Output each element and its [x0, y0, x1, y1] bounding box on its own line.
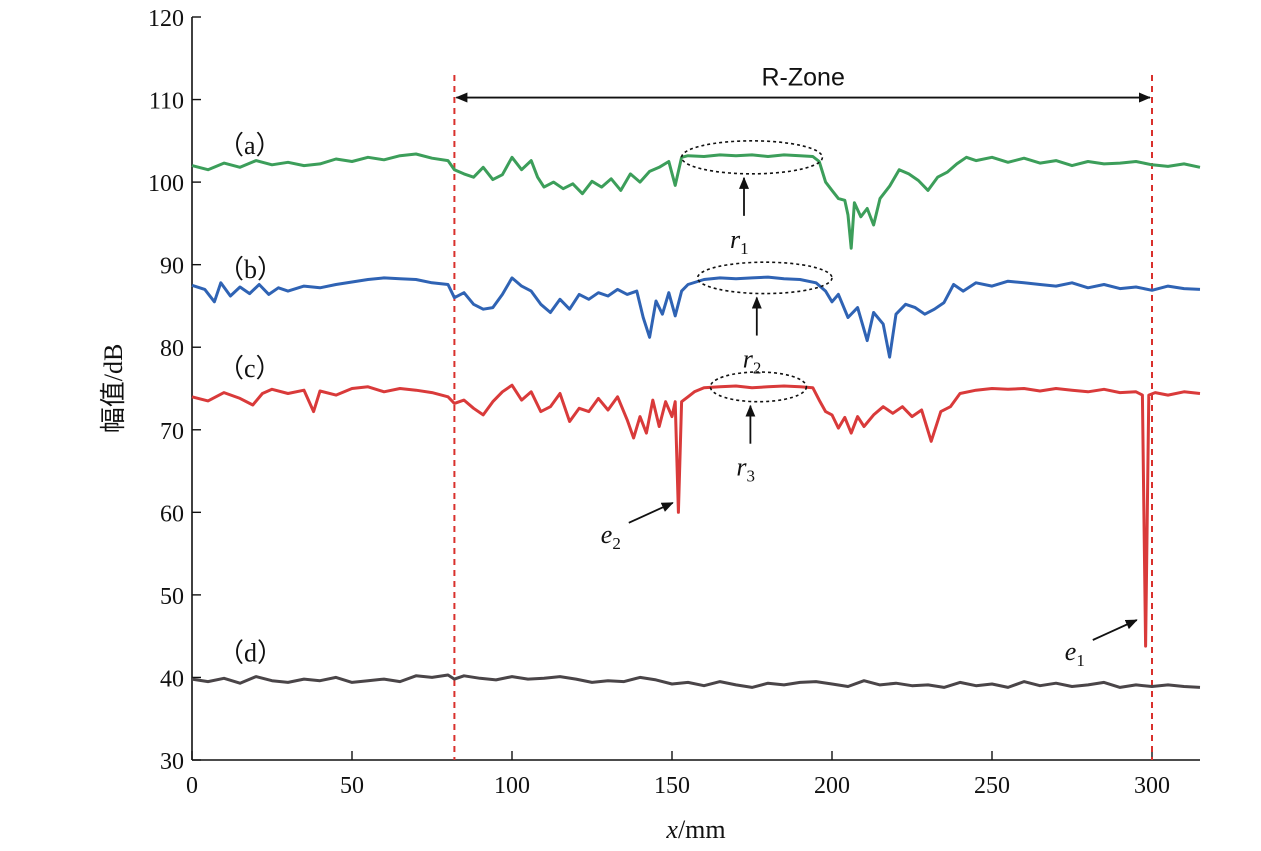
y-tick-label: 50 — [160, 584, 184, 610]
y-tick-label: 60 — [160, 501, 184, 527]
label-r3: r3 — [736, 453, 755, 486]
label-r-subscript: 3 — [747, 467, 756, 486]
y-tick-label: 80 — [160, 336, 184, 362]
x-tick-label: 150 — [654, 773, 690, 799]
r-zone-label: R-Zone — [762, 64, 845, 92]
arrow-e2 — [628, 501, 674, 524]
series-line-3 — [191, 383, 1201, 648]
panel-label: （a） — [218, 131, 282, 160]
x-tick-label: 0 — [186, 773, 198, 799]
label-r-subscript: 1 — [740, 239, 749, 258]
ellipse-r1 — [680, 140, 824, 175]
y-tick-label: 120 — [148, 6, 184, 32]
arrow-e1 — [1092, 619, 1138, 641]
y-tick-label: 100 — [148, 171, 184, 197]
series-line-2 — [191, 275, 1201, 359]
series-layer — [191, 75, 1201, 760]
x-tick-label: 200 — [814, 773, 850, 799]
label-e-subscript: 1 — [1076, 651, 1085, 670]
y-axis-title: 幅值/dB — [99, 344, 128, 434]
label-e-subscript: 2 — [612, 534, 621, 553]
panel-label: （b） — [218, 255, 283, 284]
y-tick-label: 110 — [149, 89, 184, 115]
x-tick-label: 250 — [974, 773, 1010, 799]
label-e2: e2 — [601, 520, 621, 553]
x-axis-title-unit: /mm — [678, 815, 726, 844]
ellipse-r2 — [696, 261, 833, 295]
label-r1: r1 — [730, 225, 749, 258]
label-r-subscript: 2 — [753, 359, 762, 378]
x-axis-title: x/mm — [665, 815, 725, 844]
axes: 0 50 100 150 200 250 3003040506070809010011012… — [99, 6, 1200, 844]
series-line-1 — [191, 152, 1201, 250]
panel-label: （c） — [218, 354, 282, 383]
panel-label: （d） — [218, 639, 283, 668]
label-e1: e1 — [1065, 637, 1085, 670]
y-tick-label: 70 — [160, 419, 184, 445]
x-tick-label: 50 — [340, 773, 364, 799]
x-tick-label: 100 — [494, 773, 530, 799]
y-tick-label: 30 — [160, 749, 184, 775]
x-tick-label: 300 — [1134, 773, 1170, 799]
ellipse-r3 — [709, 371, 808, 403]
x-axis-title-variable: x — [665, 815, 678, 844]
series-line-4 — [191, 673, 1201, 689]
y-tick-label: 90 — [160, 254, 184, 280]
y-tick-label: 40 — [160, 666, 184, 692]
